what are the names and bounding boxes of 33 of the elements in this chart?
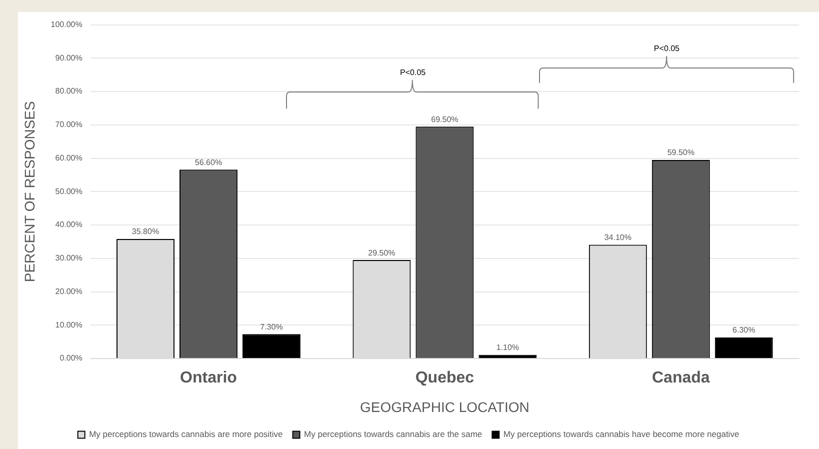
bar	[714, 337, 773, 358]
y-tick-label: 20.00%	[55, 286, 82, 296]
data-label: 56.60%	[194, 158, 222, 167]
legend-label: My perceptions towards cannabis are more positive	[89, 429, 284, 440]
legend-label: My perceptions towards cannabis have become more negative	[503, 429, 740, 440]
legend-label: My perceptions towards cannabis are the same	[304, 429, 482, 440]
y-tick-label: 70.00%	[55, 120, 82, 130]
x-tick-label: Quebec	[415, 370, 474, 387]
data-label: 59.50%	[667, 148, 694, 158]
annotation: P<0.05	[400, 68, 426, 77]
y-tick-label: 0.00%	[60, 354, 82, 363]
x-tick-label: Ontario	[180, 370, 238, 387]
data-label: 35.80%	[132, 227, 160, 236]
data-label: 29.50%	[368, 248, 396, 258]
bar	[478, 354, 537, 358]
y-tick-label: 60.00%	[55, 153, 82, 162]
y-tick-label: 40.00%	[55, 220, 82, 230]
data-label: 34.10%	[604, 232, 632, 242]
annotation: P<0.05	[654, 44, 680, 54]
y-axis-title: PERCENT OF RESPONSES	[21, 101, 38, 282]
y-tick-label: 50.00%	[55, 186, 82, 196]
data-label: 6.30%	[732, 326, 756, 335]
data-label: 7.30%	[260, 322, 283, 332]
x-axis-title: GEOGRAPHIC LOCATION	[360, 398, 530, 415]
data-label: 1.10%	[496, 343, 520, 352]
y-tick-label: 100.00%	[50, 20, 82, 30]
y-tick-label: 30.00%	[55, 254, 82, 263]
y-tick-label: 90.00%	[55, 53, 82, 62]
bar	[242, 334, 300, 358]
data-label: 69.50%	[431, 114, 458, 124]
y-tick-label: 10.00%	[55, 320, 82, 330]
y-tick-label: 80.00%	[55, 86, 82, 96]
x-tick-label: Canada	[652, 370, 710, 387]
